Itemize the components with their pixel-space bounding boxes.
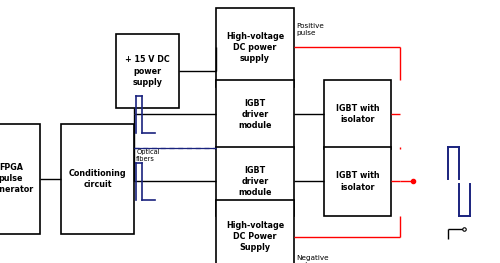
Text: IGBT with
isolator: IGBT with isolator	[336, 104, 380, 124]
FancyBboxPatch shape	[0, 124, 40, 234]
FancyBboxPatch shape	[216, 200, 294, 263]
FancyBboxPatch shape	[216, 8, 294, 87]
FancyBboxPatch shape	[62, 124, 134, 234]
FancyBboxPatch shape	[324, 147, 391, 216]
FancyBboxPatch shape	[324, 80, 391, 149]
Text: IGBT with
isolator: IGBT with isolator	[336, 171, 380, 191]
Text: High-voltage
DC Power
Supply: High-voltage DC Power Supply	[226, 221, 284, 252]
Text: High-voltage
DC power
supply: High-voltage DC power supply	[226, 32, 284, 63]
Text: Conditioning
circuit: Conditioning circuit	[68, 169, 126, 189]
Text: + 15 V DC
power
supply: + 15 V DC power supply	[125, 55, 170, 87]
FancyBboxPatch shape	[216, 80, 294, 149]
FancyBboxPatch shape	[116, 34, 179, 108]
Text: IGBT
driver
module: IGBT driver module	[238, 99, 272, 130]
FancyBboxPatch shape	[216, 147, 294, 216]
Text: FPGA
pulse
generator: FPGA pulse generator	[0, 163, 34, 194]
Text: Positive
pulse: Positive pulse	[296, 23, 324, 36]
Text: Negative
pulse: Negative pulse	[296, 255, 329, 263]
Text: IGBT
driver
module: IGBT driver module	[238, 166, 272, 197]
Text: Optical
fibers: Optical fibers	[136, 149, 160, 162]
